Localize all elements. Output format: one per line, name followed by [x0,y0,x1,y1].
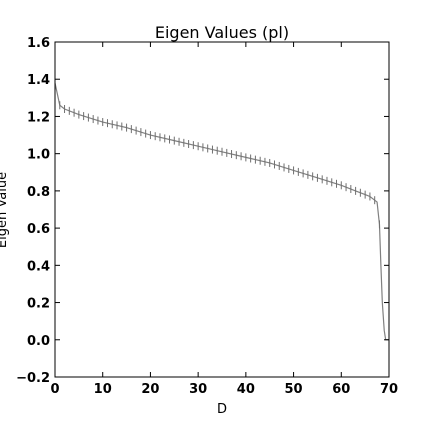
y-tick-label: 1.4 [27,73,50,88]
x-tick-label: 20 [141,382,159,397]
y-tick-label: 0.2 [27,297,50,312]
chart-title: Eigen Values (pl) [155,23,289,42]
y-tick-label: 0.6 [27,222,50,237]
y-tick-label: 0.4 [27,259,50,274]
y-tick-label: 1.0 [27,148,50,163]
x-tick-label: 10 [94,382,112,397]
x-axis-label: D [217,402,227,417]
tick-layer: 0 10 20 30 40 50 60 70 −0.2 0.0 0.2 0.4 0.6 0.8 1.0 1.2… [16,36,398,397]
series-layer [54,82,389,341]
x-tick-label: 30 [189,382,207,397]
plot-frame [54,41,390,378]
y-tick-label: −0.2 [16,371,50,386]
y-tick-label: 0.0 [27,334,50,349]
plot-background [55,42,389,377]
x-tick-label: 0 [50,382,59,397]
x-tick-label: 60 [332,382,350,397]
y-axis-label: Eigen Value [0,172,10,248]
x-tick-label: 50 [285,382,303,397]
x-tick-label: 40 [237,382,255,397]
y-tick-label: 1.6 [27,36,50,51]
y-tick-label: 0.8 [27,185,50,200]
x-tick-label: 70 [380,382,398,397]
y-tick-label: 1.2 [27,110,50,125]
